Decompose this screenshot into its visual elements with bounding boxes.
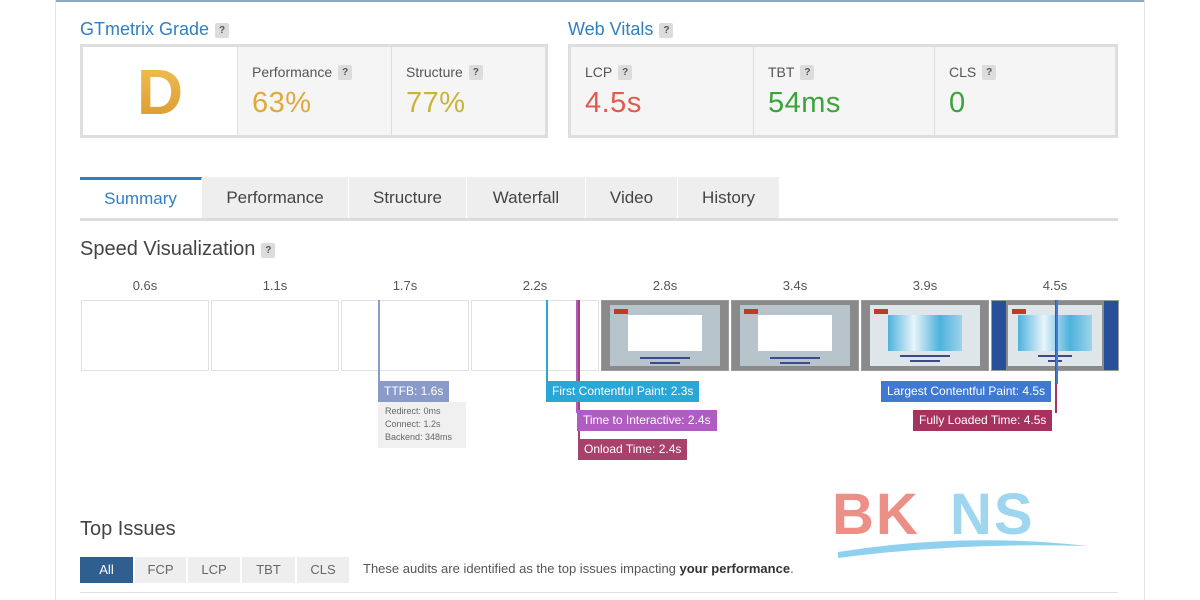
top-issues-note: These audits are identified as the top i… [363, 561, 794, 576]
ttfb-line [378, 300, 380, 384]
screenshot-side-banner [1104, 301, 1118, 370]
top-issues-title: Top Issues [80, 518, 176, 540]
watermark-ns: NS [950, 488, 1035, 547]
fcp-marker[interactable]: First Contentful Paint: 2.3s [546, 381, 700, 402]
web-vitals-title: Web Vitals [568, 19, 654, 39]
vitals-help-icon[interactable]: ? [659, 23, 674, 38]
tick-label: 0.6s [132, 278, 158, 293]
screenshot-thumbnail [870, 305, 980, 366]
performance-score: Performance? 63% [238, 47, 392, 135]
tick-label: 2.8s [652, 278, 678, 293]
tick-label: 2.2s [522, 278, 548, 293]
lcp-help-icon[interactable]: ? [618, 65, 633, 80]
tab-video[interactable]: Video [586, 177, 678, 218]
grade-panel: D Performance? 63% Structure? 77% [80, 44, 548, 138]
tbt-label: TBT? [768, 64, 815, 80]
speed-visualization-heading: Speed Visualization? [80, 238, 276, 261]
watermark-swoosh [838, 540, 1088, 558]
filter-all-button[interactable]: All [80, 557, 133, 583]
tti-line [576, 300, 578, 413]
top-issues-note-bold: your performance [679, 561, 791, 576]
tab-summary[interactable]: Summary [80, 177, 202, 218]
filmstrip-frame-screenshot[interactable] [731, 300, 859, 371]
filmstrip-frame-screenshot[interactable] [861, 300, 989, 371]
cls-help-icon[interactable]: ? [982, 65, 997, 80]
performance-label: Performance? [252, 64, 353, 80]
lcp-metric: LCP? 4.5s [571, 47, 754, 135]
structure-score: Structure? 77% [392, 47, 545, 135]
ttfb-connect: Connect: 1.2s [385, 419, 441, 429]
lcp-marker[interactable]: Largest Contentful Paint: 4.5s [881, 381, 1052, 402]
tab-performance[interactable]: Performance [202, 177, 349, 218]
tick-label: 3.9s [912, 278, 938, 293]
screenshot-side-banner [992, 301, 1006, 370]
screenshot-thumbnail [610, 305, 720, 366]
grade-help-icon[interactable]: ? [215, 23, 230, 38]
tick-label: 4.5s [1042, 278, 1068, 293]
cls-metric: CLS? 0 [935, 47, 1115, 135]
tti-marker[interactable]: Time to Interactive: 2.4s [577, 410, 717, 431]
gtmetrix-grade-title: GTmetrix Grade [80, 19, 210, 39]
cls-label: CLS? [949, 64, 997, 80]
web-vitals-panel: LCP? 4.5s TBT? 54ms CLS? 0 [568, 44, 1118, 138]
performance-value: 63% [252, 87, 312, 119]
report-tabs: Summary Performance Structure Waterfall … [80, 177, 1118, 221]
filter-lcp-button[interactable]: LCP [188, 557, 240, 583]
filmstrip-frame-screenshot[interactable] [601, 300, 729, 371]
ttfb-redirect: Redirect: 0ms [385, 406, 441, 416]
tab-waterfall[interactable]: Waterfall [467, 177, 586, 218]
structure-help-icon[interactable]: ? [468, 65, 483, 80]
watermark-bk: BK [832, 488, 920, 547]
divider [80, 592, 1118, 593]
structure-label: Structure? [406, 64, 483, 80]
onload-marker[interactable]: Onload Time: 2.4s [578, 439, 688, 460]
gtmetrix-grade-heading: GTmetrix Grade? [80, 19, 230, 40]
speed-visualization-title: Speed Visualization [80, 238, 256, 260]
web-vitals-heading: Web Vitals? [568, 19, 674, 40]
tbt-value: 54ms [768, 87, 841, 119]
cls-value: 0 [949, 87, 966, 119]
performance-help-icon[interactable]: ? [338, 65, 353, 80]
screenshot-thumbnail [740, 305, 850, 366]
tbt-help-icon[interactable]: ? [800, 65, 815, 80]
filmstrip-frame-blank[interactable] [81, 300, 209, 371]
lcp-label: LCP? [585, 64, 633, 80]
tick-label: 1.1s [262, 278, 288, 293]
lcp-value: 4.5s [585, 87, 642, 119]
filmstrip-frame-blank[interactable] [341, 300, 469, 371]
tbt-metric: TBT? 54ms [754, 47, 935, 135]
tab-structure[interactable]: Structure [349, 177, 467, 218]
structure-value: 77% [406, 87, 466, 119]
filmstrip-frame-blank[interactable] [211, 300, 339, 371]
onload-line [578, 300, 580, 442]
filter-fcp-button[interactable]: FCP [135, 557, 186, 583]
bkns-watermark-logo: BK NS [832, 488, 1088, 558]
lcp-line [1056, 300, 1058, 384]
ttfb-marker[interactable]: TTFB: 1.6s [378, 381, 450, 402]
tick-label: 1.7s [392, 278, 418, 293]
filter-tbt-button[interactable]: TBT [242, 557, 295, 583]
filter-cls-button[interactable]: CLS [297, 557, 349, 583]
speed-visualization-help-icon[interactable]: ? [261, 243, 276, 258]
page-frame [55, 0, 1145, 600]
tab-history[interactable]: History [678, 177, 780, 218]
grade-letter: D [83, 55, 237, 129]
ttfb-details: Redirect: 0ms Connect: 1.2s Backend: 348… [378, 402, 466, 448]
ttfb-backend: Backend: 348ms [385, 432, 453, 442]
fully-loaded-marker[interactable]: Fully Loaded Time: 4.5s [913, 410, 1053, 431]
tick-label: 3.4s [782, 278, 808, 293]
grade-cell: D [83, 47, 238, 135]
fcp-line [546, 300, 548, 384]
